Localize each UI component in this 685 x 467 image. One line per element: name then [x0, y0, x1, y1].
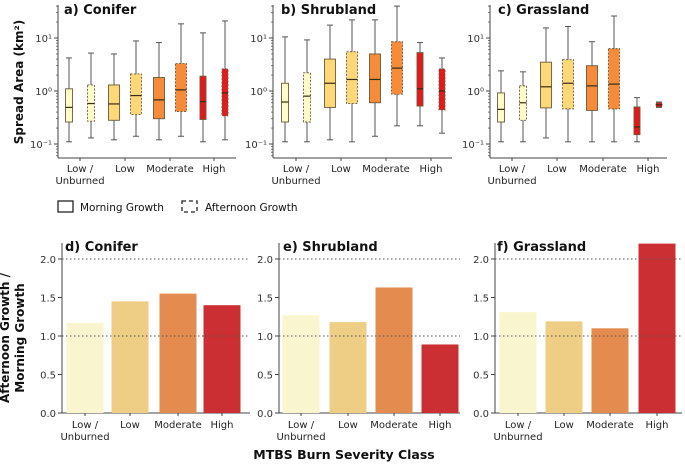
panel-e-y-tick-label: 0.0 — [257, 409, 273, 420]
panel-b-category-label: Low / — [283, 164, 310, 175]
panel-d-y-tick-label: 1.0 — [40, 332, 56, 343]
panel-b-y-tick-label: 10⁰ — [250, 87, 267, 98]
panel-b-title: b) Shrubland — [281, 3, 376, 18]
panel-d-bar — [66, 322, 104, 413]
panel-c-y-tick-label: 10⁻¹ — [462, 140, 484, 151]
panel-a-category-label: Moderate — [146, 164, 194, 175]
panel-c-afternoon-box — [608, 48, 620, 110]
panel-c-morning-box — [586, 65, 598, 111]
panel-c-y-tick-label: 10⁰ — [467, 87, 484, 98]
panel-f-title: f) Grassland — [497, 240, 586, 255]
panel-f-y-tick-label: 1.5 — [473, 294, 489, 305]
panel-a-y-tick-label: 10⁻¹ — [30, 140, 52, 151]
panel-c-title: c) Grassland — [498, 3, 589, 18]
panel-a-y-tick-label: 10⁰ — [35, 87, 52, 98]
panel-b-category-label: Low — [331, 164, 351, 175]
panel-d-bar — [111, 301, 149, 413]
panel-b-category-label: Moderate — [362, 164, 410, 175]
panel-c-morning-box — [540, 61, 552, 109]
panel-c-category-label: Unburned — [487, 176, 536, 187]
legend-morning-label: Morning Growth — [80, 202, 164, 214]
panel-a-morning-box — [108, 84, 120, 121]
panel-a-title: a) Conifer — [64, 3, 137, 18]
panel-b-category-label: Unburned — [271, 176, 320, 187]
panel-d-title: d) Conifer — [65, 240, 138, 255]
panel-b-afternoon-box — [303, 72, 311, 123]
panel-e-category-label: Moderate — [370, 420, 418, 431]
panel-f-category-label: High — [646, 420, 669, 431]
panel-a-category-label: Low — [115, 164, 135, 175]
panel-c-category-label: Low — [547, 164, 567, 175]
legend-afternoon-swatch — [181, 200, 198, 213]
panel-d-y-tick-label: 1.5 — [40, 294, 56, 305]
panel-f-y-tick-label: 0.5 — [473, 371, 489, 382]
panel-d-category-label: Low — [120, 420, 140, 431]
panel-d-bar — [159, 293, 197, 413]
panel-a-y-tick-label: 10¹ — [35, 34, 52, 45]
x-axis-label: MTBS Burn Severity Class — [253, 447, 435, 462]
panel-e-y-tick-label: 1.0 — [257, 332, 273, 343]
bar-y-axis-label-line1: Afternoon Growth / — [0, 272, 12, 403]
panel-a-morning-box — [65, 88, 73, 123]
panel-d-category-label: Moderate — [154, 420, 202, 431]
panel-a-afternoon-box — [175, 63, 187, 112]
panel-f-bar — [591, 328, 629, 413]
panel-c-category-label: Moderate — [579, 164, 627, 175]
panel-d-category-label: High — [211, 420, 234, 431]
panel-c-morning-box — [497, 92, 505, 123]
panel-e-title: e) Shrubland — [283, 240, 378, 255]
panel-f-y-tick-label: 1.0 — [473, 332, 489, 343]
panel-f-category-label: Moderate — [586, 420, 634, 431]
panel-b-afternoon-box — [438, 68, 446, 111]
panel-e-category-label: Unburned — [276, 432, 325, 443]
panel-a-afternoon-box — [130, 73, 142, 115]
panel-f-category-label: Low — [554, 420, 574, 431]
panel-d-y-tick-label: 0.5 — [40, 371, 56, 382]
legend-afternoon-label: Afternoon Growth — [205, 202, 298, 214]
panel-b-category-label: High — [420, 164, 443, 175]
legend-morning-swatch — [57, 200, 74, 213]
bar-y-axis-label-line2: Morning Growth — [13, 283, 27, 392]
panel-f-category-label: Unburned — [493, 432, 542, 443]
panel-f-category-label: Low / — [505, 420, 532, 431]
panel-e-bar — [375, 287, 413, 413]
panel-e-y-tick-label: 1.5 — [257, 294, 273, 305]
panel-d-category-label: Unburned — [60, 432, 109, 443]
panel-e-bar — [329, 322, 367, 413]
panel-b-y-tick-label: 10⁻¹ — [245, 140, 267, 151]
panel-c-category-label: Low / — [499, 164, 526, 175]
panel-e-y-tick-label: 0.5 — [257, 371, 273, 382]
panel-c-morning-box — [633, 106, 641, 136]
panel-d-y-tick-label: 0.0 — [40, 409, 56, 420]
panel-a-category-label: Unburned — [55, 176, 104, 187]
panel-f-y-tick-label: 0.0 — [473, 409, 489, 420]
panel-e-category-label: Low / — [288, 420, 315, 431]
panel-f-bar — [638, 243, 676, 413]
panel-f-bar — [545, 321, 583, 413]
panel-e-y-tick-label: 2.0 — [257, 255, 273, 266]
panel-a-morning-box — [199, 75, 207, 120]
panel-d-bar — [203, 305, 241, 413]
panel-c-afternoon-box — [562, 59, 574, 110]
panel-b-afternoon-box — [346, 51, 358, 104]
panel-e-bar — [282, 315, 320, 413]
panel-a-category-label: Low / — [67, 164, 94, 175]
panel-e-category-label: High — [429, 420, 452, 431]
panel-b-morning-box — [281, 82, 289, 123]
panel-c-y-tick-label: 10¹ — [467, 34, 484, 45]
panel-b-morning-box — [369, 53, 381, 104]
panel-e-category-label: Low — [338, 420, 358, 431]
panel-b-morning-box — [416, 52, 424, 107]
box-y-axis-label: Spread Area (km²) — [12, 20, 26, 144]
panel-a-morning-box — [153, 77, 165, 120]
panel-e-bar — [421, 344, 459, 413]
panel-c-category-label: High — [637, 164, 660, 175]
panel-f-bar — [499, 312, 537, 413]
panel-d-category-label: Low / — [72, 420, 99, 431]
panel-a-category-label: High — [203, 164, 226, 175]
panel-d-y-tick-label: 2.0 — [40, 255, 56, 266]
panel-f-y-tick-label: 2.0 — [473, 255, 489, 266]
panel-b-y-tick-label: 10¹ — [250, 34, 267, 45]
